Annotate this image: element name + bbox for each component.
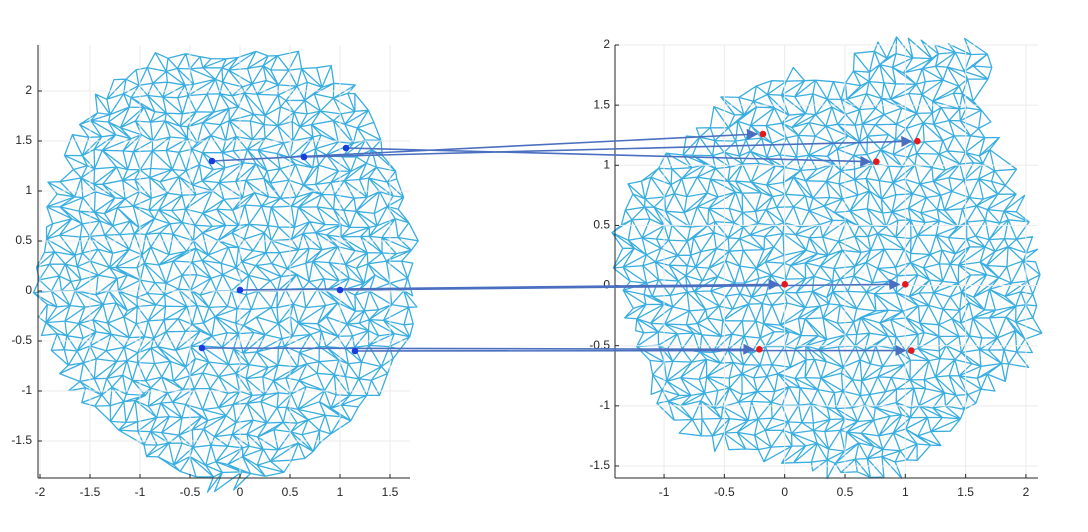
y-tick-label: 1 — [603, 157, 610, 171]
point — [300, 153, 308, 161]
mesh — [611, 36, 1043, 480]
point — [902, 281, 909, 288]
y-tick-label: 0.5 — [15, 233, 32, 247]
arrows — [201, 128, 913, 357]
point — [781, 281, 788, 288]
correspondence-arrow — [303, 135, 913, 158]
correspondence-arrow — [201, 343, 755, 355]
mesh — [32, 50, 419, 493]
y-tick-label: 2 — [603, 37, 610, 51]
axes: -2 -1.5 -1 -0.5 0 0.5 1 1.5 -1.5 -1 -0.5 0 0.5 1 1.5 2 -… — [11, 37, 1038, 499]
correspondence-arrow — [239, 278, 780, 291]
x-tick-label: 0 — [781, 485, 788, 499]
x-tick-label: 2 — [1023, 485, 1030, 499]
meshes — [32, 36, 1043, 493]
correspondence-arrow — [339, 278, 901, 291]
x-tick-label: 0 — [237, 485, 244, 499]
point — [342, 144, 350, 152]
x-tick-label: 1 — [337, 485, 344, 499]
y-tick-label: 1.5 — [15, 133, 32, 147]
x-tick-label: -1 — [135, 485, 146, 499]
point — [336, 286, 344, 294]
y-tick-label: 1 — [25, 183, 32, 197]
correspondence-arrow — [345, 147, 872, 168]
point — [208, 157, 216, 165]
x-tick-label: 1 — [902, 485, 909, 499]
y-tick-label: -0.5 — [589, 338, 610, 352]
point — [351, 347, 359, 355]
x-tick-label: 0.5 — [837, 485, 854, 499]
x-tick-label: 0.5 — [282, 485, 299, 499]
x-tick-label: -1 — [659, 485, 670, 499]
point — [198, 344, 206, 352]
y-tick-label: -0.5 — [11, 333, 32, 347]
x-tick-label: 1.5 — [957, 485, 974, 499]
point — [908, 347, 915, 354]
y-tick-label: 2 — [25, 83, 32, 97]
x-tick-label: -2 — [35, 485, 46, 499]
x-tick-label: -0.5 — [714, 485, 735, 499]
y-tick-label: 0.5 — [593, 218, 610, 232]
y-tick-label: -1.5 — [589, 458, 610, 472]
x-tick-label: -0.5 — [180, 485, 201, 499]
point — [236, 286, 244, 294]
y-tick-label: 0 — [25, 283, 32, 297]
point — [759, 130, 767, 138]
point — [914, 137, 921, 145]
y-tick-label: -1 — [21, 383, 32, 397]
y-tick-label: -1.5 — [11, 433, 32, 447]
x-tick-label: 1.5 — [382, 485, 399, 499]
point — [756, 346, 763, 353]
x-tick-label: -1.5 — [80, 485, 101, 499]
points — [198, 130, 921, 355]
y-tick-label: -1 — [599, 398, 610, 412]
y-tick-label: 1.5 — [593, 97, 610, 111]
point — [873, 158, 880, 165]
y-tick-label: 0 — [603, 278, 610, 292]
